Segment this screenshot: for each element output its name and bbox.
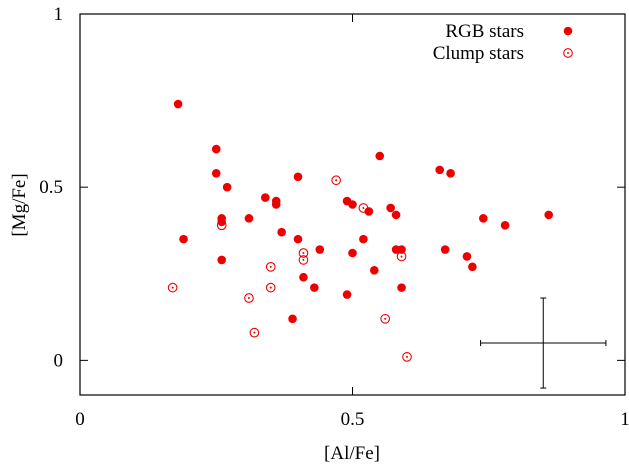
rgb-star-point [244,214,254,223]
clump-star-point [331,175,342,186]
rgb-star-point [293,172,303,182]
clump-star-dot [220,224,223,227]
clump-star-ring [358,203,369,213]
rgb-star-point [479,214,488,223]
clump-star-point [380,313,391,324]
rgb-star-point [342,290,352,299]
clump-star-ring [396,251,407,262]
clump-star-dot [171,286,174,289]
rgb-star-point [386,203,395,213]
clump-star-dot [400,255,403,258]
rgb-star-point [348,248,357,258]
y-tick-label: 0.5 [39,177,63,198]
clump-star-dot [253,331,256,334]
rgb-star-point [277,227,286,237]
rgb-star-point [391,210,401,220]
rgb-star-point [293,234,303,244]
rgb-star-point [440,245,450,254]
rgb-star-point [217,217,226,227]
error-bar [480,297,607,389]
clump-star-ring [331,175,342,186]
x-tick-label: 1 [620,409,629,430]
clump-star-point [265,261,276,272]
x-tick-label: 0.5 [341,409,365,430]
clump-star-point [298,248,309,258]
x-axis-label: [Al/Fe] [324,443,380,464]
clump-star-point [216,220,227,231]
clump-star-ring [298,248,309,258]
rgb-star-point [468,262,477,272]
rgb-star-point [315,245,325,254]
rgb-star-point [348,200,357,209]
rgb-star-point [500,220,510,230]
clump-star-ring [244,293,254,303]
legend-label-clump: Clump stars [433,43,524,64]
x-tick-label: 0 [75,409,85,430]
clump-star-point [298,255,309,265]
clump-star-ring [380,313,391,324]
rgb-star-point [261,193,270,202]
y-tick-label: 1 [54,4,64,25]
clump-star-point [358,203,369,213]
legend-marker-clump [563,48,573,58]
clump-star-dot [384,317,387,320]
clump-star-dot [247,297,250,300]
clump-star-ring [298,255,309,265]
clump-star-point [249,327,260,338]
y-axis-label: [Mg/Fe] [9,173,30,236]
clump-star-dot [335,179,338,182]
clump-star-dot [362,206,365,209]
legend-marker-clump-dot [567,52,569,54]
rgb-star-point [359,234,368,244]
rgb-star-point [370,266,379,275]
rgb-star-point [397,283,406,292]
rgb-star-point [222,182,232,192]
clump-star-ring [265,261,276,272]
rgb-star-point [299,272,308,282]
rgb-star-point [446,169,455,178]
legend-label-rgb: RGB stars [445,21,524,42]
rgb-star-point [288,314,297,324]
legend: RGB stars Clump stars [433,21,573,64]
rgb-star-point [364,207,374,216]
clump-star-ring [216,220,227,231]
clump-star-dot [302,251,305,254]
clump-star-ring [249,327,260,338]
clump-star-ring [265,282,276,293]
clump-star-ring [402,352,412,362]
rgb-star-point [179,234,188,244]
data-points [167,99,553,362]
rgb-star-point [310,283,319,292]
legend-marker-rgb [563,26,573,36]
rgb-star-point [462,252,472,261]
axis-ticks: 0 0.5 1 0 0.5 1 [39,4,629,430]
rgb-star-point [397,245,406,254]
rgb-star-point [375,151,385,161]
clump-star-point [167,282,178,293]
rgb-star-point [217,255,226,265]
y-tick-label: 0 [54,350,64,371]
clump-star-point [396,251,407,262]
clump-star-point [244,293,254,303]
clump-star-dot [269,265,272,268]
rgb-star-point [544,210,553,220]
rgb-star-point [211,169,221,178]
rgb-star-point [435,165,445,175]
rgb-star-point [271,200,281,209]
clump-star-ring [167,282,178,293]
rgb-star-point [173,99,183,109]
rgb-star-point [211,144,221,154]
clump-star-dot [406,355,408,358]
clump-star-point [265,282,276,293]
clump-star-point [402,352,412,362]
clump-star-dot [302,258,305,261]
clump-star-dot [269,286,272,289]
